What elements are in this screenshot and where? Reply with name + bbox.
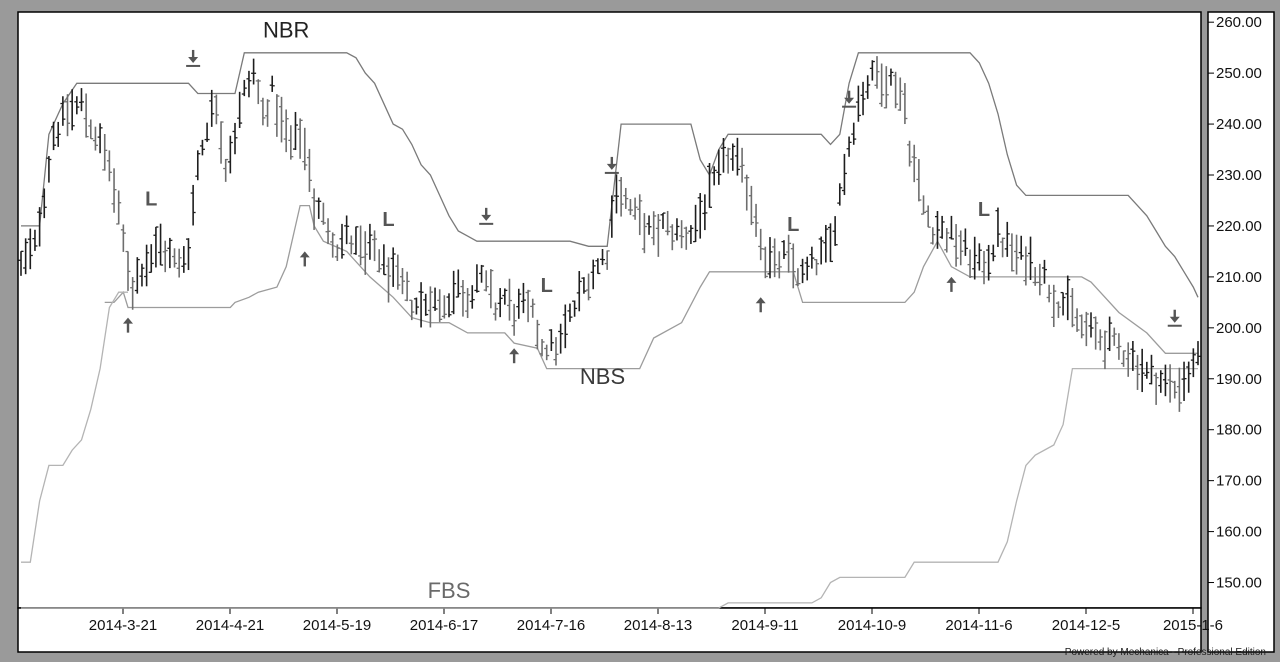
- annotation-l: L: [382, 209, 394, 231]
- band-line-fbs: [21, 291, 128, 563]
- x-tick-label: 2014-9-11: [731, 617, 798, 634]
- x-axis-panel: [17, 607, 1202, 653]
- up-arrow-head-icon: [755, 297, 766, 304]
- y-tick-label: 220.00: [1216, 218, 1262, 235]
- price-bars: [18, 56, 1201, 412]
- up-arrow-head-icon: [946, 276, 957, 283]
- down-arrow-head-icon: [606, 163, 617, 170]
- up-arrow-head-icon: [509, 348, 520, 355]
- y-tick-label: 210.00: [1216, 269, 1262, 286]
- y-tick-label: 170.00: [1216, 473, 1262, 490]
- annotation-l: L: [145, 189, 157, 211]
- x-tick-label: 2014-7-16: [517, 617, 585, 634]
- y-tick-label: 200.00: [1216, 320, 1262, 337]
- down-arrow-head-icon: [188, 56, 199, 63]
- y-axis-panel: [1207, 11, 1275, 653]
- down-arrow-head-icon: [844, 97, 855, 104]
- y-tick-label: 240.00: [1216, 116, 1262, 133]
- x-tick-label: 2014-8-13: [624, 617, 692, 634]
- annotation-l: L: [541, 275, 553, 297]
- annotation-l: L: [978, 199, 990, 221]
- x-tick-label: 2015-1-6: [1163, 617, 1223, 634]
- chart-annotations: NBR NBS FBS L L L L L: [145, 17, 990, 602]
- up-arrow-head-icon: [123, 317, 133, 324]
- x-axis: 2014-3-21 2014-4-21 2014-5-19 2014-6-17 2014…: [17, 607, 1223, 653]
- signal-arrows: [123, 49, 1182, 364]
- x-tick-label: 2014-5-19: [303, 617, 371, 634]
- y-tick-label: 260.00: [1216, 14, 1262, 31]
- x-tick-label: 2014-10-9: [838, 617, 906, 634]
- x-tick-label: 2014-6-17: [410, 617, 478, 634]
- annotation-nbs: NBS: [580, 364, 625, 389]
- x-tick-label: 2014-4-21: [196, 617, 264, 634]
- footer-credit: Powered by Mechanica - Professional Edit…: [1064, 647, 1266, 658]
- annotation-nbr: NBR: [263, 17, 309, 42]
- y-tick-label: 250.00: [1216, 65, 1262, 82]
- y-tick-label: 160.00: [1216, 524, 1262, 541]
- plot-area: [17, 11, 1202, 609]
- y-axis: 260.00 250.00 240.00 230.00 220.00 210.00 200.…: [1208, 14, 1262, 592]
- down-arrow-head-icon: [1169, 316, 1180, 323]
- up-arrow-head-icon: [299, 251, 310, 258]
- y-axis-box: [1207, 11, 1275, 653]
- y-tick-label: 230.00: [1216, 167, 1262, 184]
- annotation-fbs: FBS: [428, 578, 471, 603]
- x-tick-label: 2014-12-5: [1052, 617, 1120, 634]
- x-tick-label: 2014-3-21: [89, 617, 157, 634]
- x-tick-label: 2014-11-6: [945, 617, 1012, 634]
- band-line-fbs: [21, 367, 1198, 609]
- annotation-l: L: [787, 214, 799, 236]
- down-arrow-head-icon: [481, 214, 492, 221]
- y-tick-label: 190.00: [1216, 371, 1262, 388]
- y-tick-label: 150.00: [1216, 575, 1262, 592]
- y-tick-label: 180.00: [1216, 422, 1262, 439]
